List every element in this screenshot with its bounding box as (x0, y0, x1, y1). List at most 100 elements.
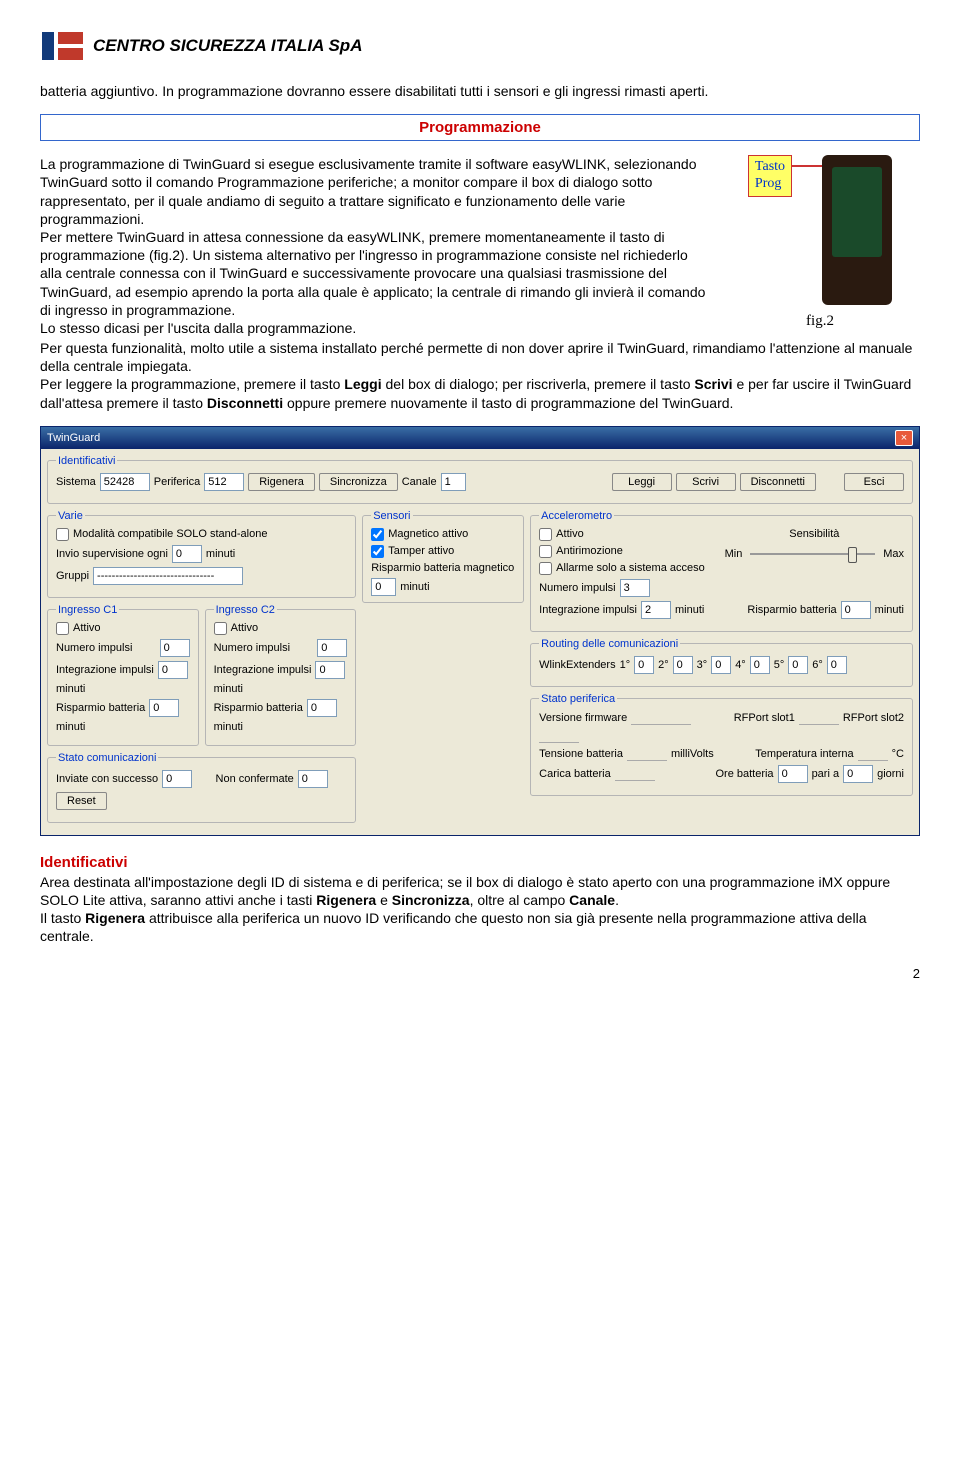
lbl-tamper: Tamper attivo (388, 545, 454, 557)
lbl-sens-min: minuti (400, 581, 429, 593)
esci-button[interactable]: Esci (844, 473, 904, 491)
lbl-r5: 5° (774, 659, 785, 671)
input-paria[interactable] (843, 765, 873, 783)
rigenera-button[interactable]: Rigenera (248, 473, 315, 491)
leggi-button[interactable]: Leggi (612, 473, 672, 491)
chk-magnetico[interactable] (371, 528, 384, 541)
company-logo (40, 30, 85, 62)
sincronizza-button[interactable]: Sincronizza (319, 473, 398, 491)
fieldset-varie: Varie Modalità compatibile SOLO stand-al… (47, 510, 356, 598)
device-figure: Tasto Prog fig.2 (720, 155, 920, 330)
intro-text: batteria aggiuntivo. In programmazione d… (40, 82, 920, 100)
input-r5[interactable] (788, 656, 808, 674)
lbl-c: °C (892, 748, 904, 760)
lbl-r6: 6° (812, 659, 823, 671)
identificativi-p1: Area destinata all'impostazione degli ID… (40, 873, 920, 909)
input-gruppi[interactable] (93, 567, 243, 585)
input-periferica[interactable] (204, 473, 244, 491)
val-temp (858, 747, 888, 761)
input-c1-num[interactable] (160, 639, 190, 657)
lbl-periferica: Periferica (154, 476, 200, 488)
figure-caption: fig.2 (806, 313, 834, 330)
ident-p2-pre: Il tasto (40, 910, 85, 926)
lbl-allarme: Allarme solo a sistema acceso (556, 562, 705, 574)
val-carica (615, 767, 655, 781)
legend-sensori: Sensori (371, 510, 412, 522)
fieldset-c2: Ingresso C2 Attivo Numero impulsi Integr… (205, 604, 357, 746)
lbl-sens-risp: Risparmio batteria magnetico (371, 562, 514, 574)
programmazione-title-box: Programmazione (40, 114, 920, 141)
ident-p2-end: attribuisce alla periferica un nuovo ID … (40, 910, 866, 944)
legend-c1: Ingresso C1 (56, 604, 119, 616)
chk-c2-attivo[interactable] (214, 622, 227, 635)
lbl-min: Min (725, 548, 743, 560)
programmazione-content: La programmazione di TwinGuard si esegue… (40, 155, 920, 337)
reset-button[interactable]: Reset (56, 792, 107, 810)
tasto-prog-callout: Tasto Prog (748, 155, 792, 197)
lbl-temp: Temperatura interna (755, 748, 853, 760)
dialog-title: TwinGuard (47, 432, 100, 444)
ident-canale: Canale (569, 892, 615, 908)
lbl-r3: 3° (697, 659, 708, 671)
lbl-c1-num: Numero impulsi (56, 642, 132, 654)
input-r2[interactable] (673, 656, 693, 674)
lbl-modalita: Modalità compatibile SOLO stand-alone (73, 528, 267, 540)
ident-e: e (376, 892, 392, 908)
chk-antirimozione[interactable] (539, 545, 552, 558)
input-accel-int[interactable] (641, 601, 671, 619)
p2-end: oppure premere nuovamente il tasto di pr… (283, 395, 733, 411)
input-r1[interactable] (634, 656, 654, 674)
input-c1-risp[interactable] (149, 699, 179, 717)
sensibilita-slider[interactable] (750, 544, 875, 564)
p2-m1: del box di dialogo; per riscriverla, pre… (382, 376, 695, 392)
programmazione-text: La programmazione di TwinGuard si esegue… (40, 155, 710, 337)
programmazione-paragraph2: Per questa funzionalità, molto utile a s… (40, 339, 920, 412)
input-r4[interactable] (750, 656, 770, 674)
val-rf1 (799, 711, 839, 725)
page-header: CENTRO SICUREZZA ITALIA SpA (40, 30, 920, 62)
lbl-accel-min: minuti (675, 604, 704, 616)
lbl-accel-risp: Risparmio batteria (747, 604, 836, 616)
disconnetti-button[interactable]: Disconnetti (740, 473, 816, 491)
chk-c1-attivo[interactable] (56, 622, 69, 635)
legend-stato-com: Stato comunicazioni (56, 752, 158, 764)
lbl-c2-min2: minuti (214, 721, 243, 733)
identificativi-section-title: Identificativi (40, 854, 920, 871)
input-accel-risp[interactable] (841, 601, 871, 619)
input-c2-risp[interactable] (307, 699, 337, 717)
chk-modalita[interactable] (56, 528, 69, 541)
chk-accel-attivo[interactable] (539, 528, 552, 541)
ident-p2-r: Rigenera (85, 910, 145, 926)
scrivi-button[interactable]: Scrivi (676, 473, 736, 491)
fieldset-c1: Ingresso C1 Attivo Numero impulsi Integr… (47, 604, 199, 746)
identificativi-p2: Il tasto Rigenera attribuisce alla perif… (40, 909, 920, 945)
legend-routing: Routing delle comunicazioni (539, 638, 680, 650)
val-versione (631, 711, 691, 725)
p2-leggi: Leggi (344, 376, 381, 392)
legend-stato-per: Stato periferica (539, 693, 617, 705)
fieldset-stato-com: Stato comunicazioni Inviate con successo… (47, 752, 356, 823)
chk-tamper[interactable] (371, 545, 384, 558)
close-icon[interactable]: × (895, 430, 913, 446)
input-invio[interactable] (172, 545, 202, 563)
input-nonconf[interactable] (298, 770, 328, 788)
input-canale[interactable] (441, 473, 466, 491)
lbl-accel-min2: minuti (875, 604, 904, 616)
input-sistema[interactable] (100, 473, 150, 491)
input-inviate[interactable] (162, 770, 192, 788)
input-c2-num[interactable] (317, 639, 347, 657)
input-sens-risp[interactable] (371, 578, 396, 596)
lbl-c1-attivo: Attivo (73, 622, 101, 634)
input-c1-int[interactable] (158, 661, 188, 679)
fieldset-accelerometro: Accelerometro Attivo Antirimozione Allar… (530, 510, 913, 632)
input-oreb[interactable] (778, 765, 808, 783)
legend-c2: Ingresso C2 (214, 604, 277, 616)
chk-allarme[interactable] (539, 562, 552, 575)
ident-sincronizza: Sincronizza (392, 892, 470, 908)
lbl-carica: Carica batteria (539, 768, 611, 780)
input-c2-int[interactable] (315, 661, 345, 679)
input-r6[interactable] (827, 656, 847, 674)
val-rf2 (539, 729, 579, 743)
input-r3[interactable] (711, 656, 731, 674)
input-accel-num[interactable] (620, 579, 650, 597)
